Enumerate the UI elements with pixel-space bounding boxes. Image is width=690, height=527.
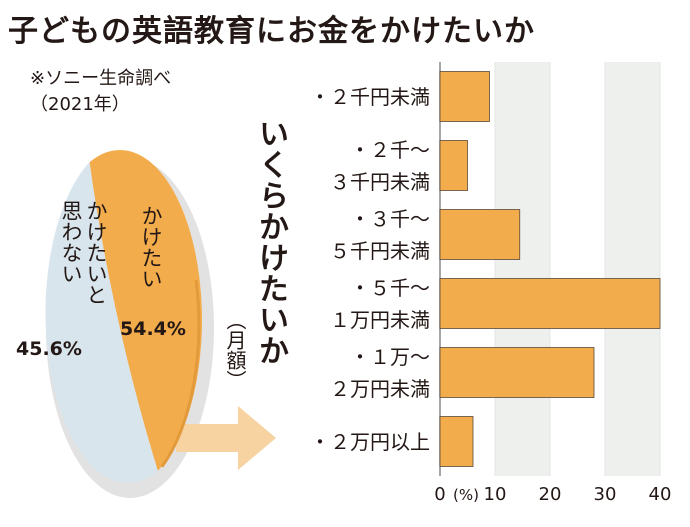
category-label-1: ・２千～ ３千円未満 (330, 134, 430, 198)
x-tick-label-3: 30 (594, 484, 617, 505)
pie-label-no: かけたいと 思わない (58, 200, 108, 305)
pie-edge (160, 279, 201, 468)
grid-band-3 (605, 62, 660, 476)
bar-0 (439, 71, 490, 122)
x-tick-label-2: 20 (539, 484, 562, 505)
pie-slice-no (45, 162, 158, 483)
source-line-2: （2021年） (30, 94, 130, 115)
bar-1 (439, 140, 468, 191)
bar-3 (439, 278, 661, 329)
pie-label-no-line-1: かけたいと (84, 200, 108, 305)
pie-label-yes: かけたい (139, 205, 163, 289)
pie-value-yes: 54.4% (120, 318, 186, 340)
category-label-2-line-1: ５千円未満 (330, 238, 430, 263)
category-label-0: ・２千円未満 (310, 81, 430, 113)
category-label-1-line-0: ・２千～ (350, 137, 430, 162)
pointer-arrow (176, 406, 276, 470)
category-label-4: ・１万～ ２万円未満 (330, 341, 430, 405)
x-axis-unit: (%) (453, 486, 479, 504)
category-label-4-line-1: ２万円未満 (330, 376, 430, 401)
category-label-3-line-1: １万円未満 (330, 307, 430, 332)
bar-5 (439, 416, 474, 467)
chart-title: 子どもの英語教育にお金をかけたいか (8, 14, 535, 49)
x-tick-label-0: 0 (434, 484, 445, 505)
category-label-2-line-0: ・３千～ (350, 206, 430, 231)
category-label-4-line-0: ・１万～ (350, 344, 430, 369)
bar-axis-title: いくらかけたいか (253, 118, 288, 366)
pie-value-no: 45.6% (16, 338, 82, 360)
pie-label-no-line-2: 思わない (59, 200, 83, 284)
category-label-2: ・３千～ ５千円未満 (330, 203, 430, 267)
x-tick-label-4: 40 (649, 484, 672, 505)
bar-2 (439, 209, 521, 260)
category-label-1-line-1: ３千円未満 (330, 169, 430, 194)
grid-band-1 (495, 62, 550, 476)
source-line-1: ※ソニー生命調べ (30, 68, 172, 89)
category-label-0-line-0: ・２千円未満 (310, 84, 430, 109)
category-label-3-line-0: ・５千～ (350, 275, 430, 300)
source-note: ※ソニー生命調べ （2021年） (30, 66, 171, 118)
bar-axis-unit: （月額） (223, 310, 247, 390)
category-label-3: ・５千～ １万円未満 (330, 272, 430, 336)
x-tick-label-1: 10 (484, 484, 507, 505)
bar-4 (439, 347, 595, 398)
category-label-5: ・２万円以上 (310, 426, 430, 458)
category-label-5-line-0: ・２万円以上 (310, 429, 430, 454)
pie-slice-yes (89, 150, 202, 471)
